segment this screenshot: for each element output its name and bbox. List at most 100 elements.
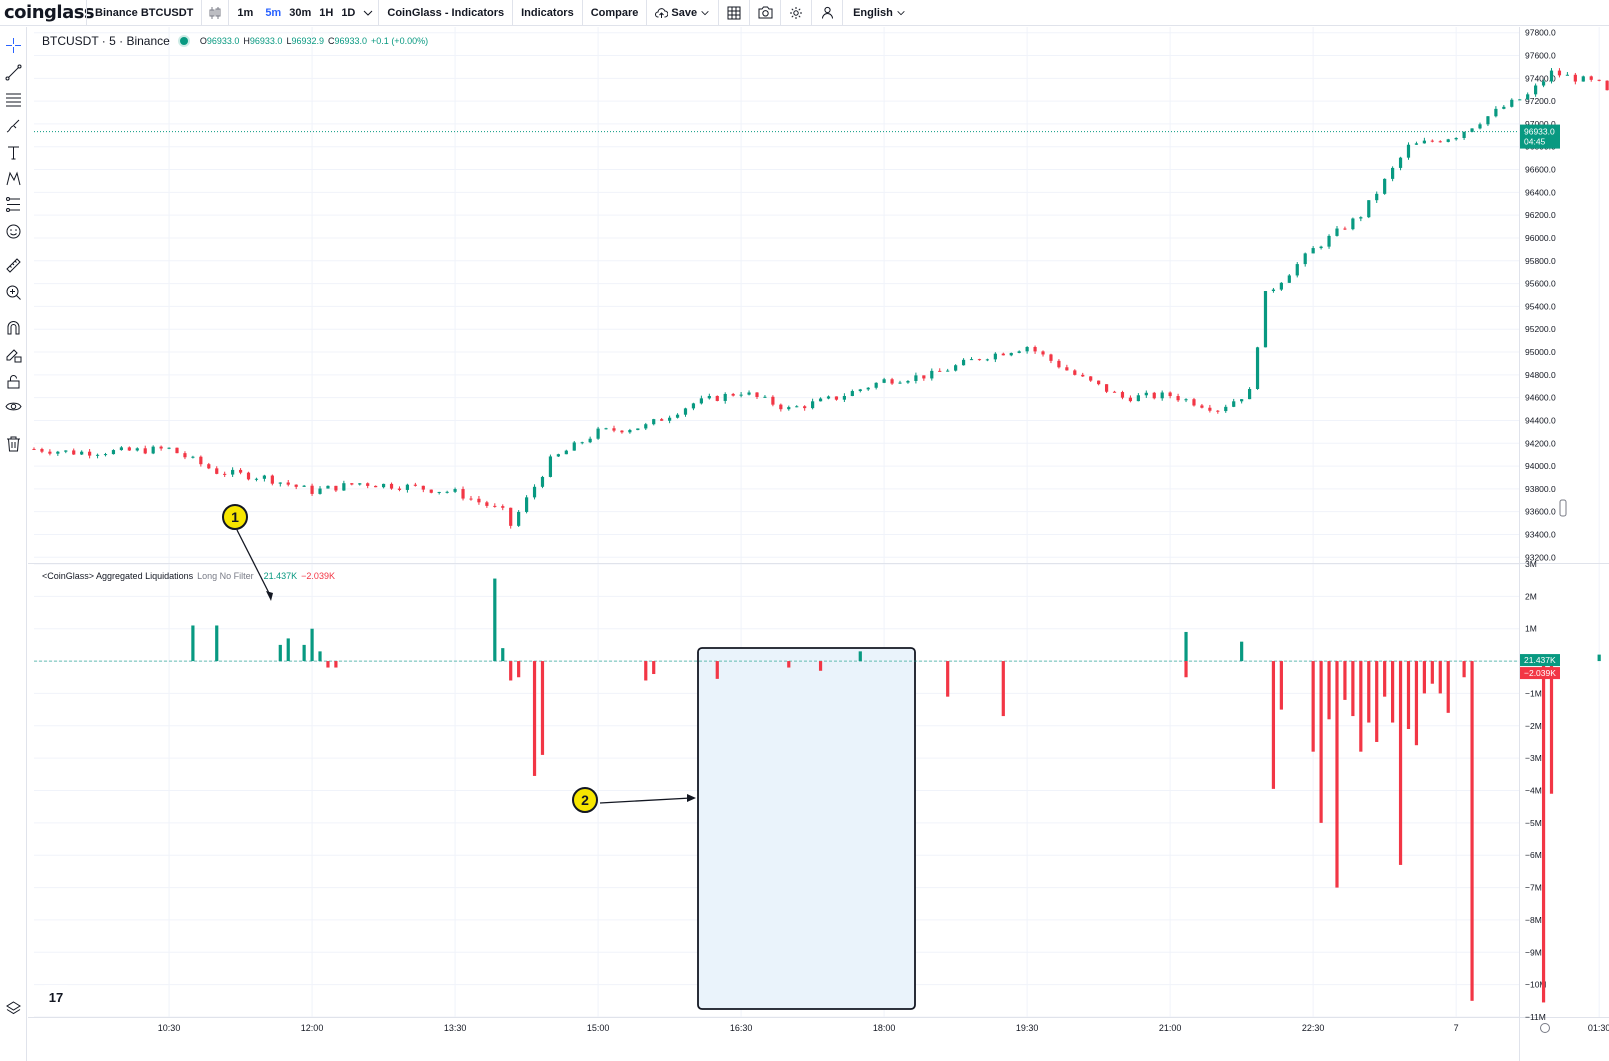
candle-body[interactable] [175, 447, 179, 454]
candle-body[interactable] [850, 391, 854, 397]
short-liq-bar[interactable] [532, 661, 537, 776]
chart-canvas[interactable]: 97800.097600.097400.097200.097000.096800… [28, 27, 1609, 1061]
candle-body[interactable] [1406, 144, 1411, 158]
candle-body[interactable] [1414, 143, 1419, 145]
icons-tool[interactable] [4, 222, 23, 241]
lock-drawings-tool[interactable] [4, 372, 23, 391]
candle-body[interactable] [1518, 99, 1522, 101]
candle-body[interactable] [858, 389, 862, 392]
long-liq-bar[interactable] [286, 638, 290, 662]
short-liq-bar[interactable] [1367, 661, 1371, 723]
candle-body[interactable] [1438, 141, 1442, 143]
candle-body[interactable] [1017, 351, 1021, 353]
candle-body[interactable] [1152, 392, 1156, 399]
short-liq-bar[interactable] [1311, 661, 1315, 752]
highlight-box[interactable] [697, 647, 916, 1010]
short-liq-bar[interactable] [1279, 661, 1283, 710]
candle-body[interactable] [985, 359, 990, 361]
text-tool[interactable] [4, 143, 23, 162]
remove-drawings-tool[interactable] [4, 434, 23, 453]
candle-body[interactable] [1565, 74, 1569, 76]
short-liq-bar[interactable] [1446, 661, 1450, 713]
candle-body[interactable] [1327, 235, 1331, 247]
zoom-tool[interactable] [4, 283, 23, 302]
candle-body[interactable] [103, 454, 108, 456]
candle-body[interactable] [254, 478, 259, 480]
candle-body[interactable] [270, 475, 274, 484]
candle-body[interactable] [1081, 374, 1085, 377]
coinglass-logo[interactable]: coinglass [4, 2, 95, 23]
short-liq-bar[interactable] [1327, 661, 1331, 720]
candle-body[interactable] [1303, 253, 1307, 265]
fib-retracement-tool[interactable] [4, 90, 23, 109]
short-liq-bar[interactable] [1184, 661, 1188, 678]
candle-body[interactable] [1232, 401, 1236, 407]
short-liq-bar[interactable] [818, 661, 823, 671]
candle-body[interactable] [1025, 347, 1029, 352]
candle-body[interactable] [1176, 396, 1180, 401]
candle-body[interactable] [1033, 347, 1037, 352]
candle-body[interactable] [1430, 140, 1434, 142]
candle-body[interactable] [318, 488, 322, 494]
candle-body[interactable] [532, 486, 537, 498]
candle-body[interactable] [207, 464, 211, 469]
candle-body[interactable] [405, 484, 410, 490]
candle-body[interactable] [763, 396, 767, 398]
candle-body[interactable] [811, 401, 815, 409]
candle-body[interactable] [143, 448, 147, 454]
candle-body[interactable] [1391, 167, 1395, 179]
candle-body[interactable] [111, 450, 116, 455]
candle-body[interactable] [326, 485, 330, 489]
candle-body[interactable] [159, 446, 163, 449]
long-liq-bar[interactable] [1240, 641, 1244, 662]
candle-body[interactable] [914, 375, 918, 381]
axis-settings-icon[interactable] [1540, 1023, 1550, 1033]
candle-body[interactable] [1240, 399, 1244, 402]
candle-body[interactable] [358, 483, 362, 485]
short-liq-bar[interactable] [1438, 661, 1442, 694]
candle-body[interactable] [191, 456, 195, 458]
candle-body[interactable] [183, 453, 187, 458]
interval-1d[interactable]: 1D [337, 0, 378, 26]
candle-body[interactable] [731, 393, 735, 396]
settings-button[interactable] [781, 0, 811, 26]
candle-body[interactable] [564, 450, 568, 455]
interval-5m[interactable]: 5m [265, 6, 282, 19]
candle-body[interactable] [1073, 370, 1077, 375]
candle-body[interactable] [1200, 405, 1204, 408]
candle-body[interactable] [40, 449, 44, 452]
candle-body[interactable] [429, 489, 433, 493]
long-liq-bar[interactable] [501, 648, 505, 662]
candle-body[interactable] [350, 483, 354, 485]
candle-body[interactable] [223, 473, 227, 475]
indicators-button[interactable]: Indicators [521, 6, 574, 19]
candle-body[interactable] [675, 414, 680, 418]
long-liq-bar[interactable] [278, 644, 282, 662]
candle-body[interactable] [699, 398, 703, 404]
candle-body[interactable] [683, 408, 688, 415]
short-liq-bar[interactable] [509, 661, 513, 681]
candle-body[interactable] [1597, 79, 1601, 81]
long-liq-bar[interactable] [858, 651, 862, 662]
candle-body[interactable] [755, 392, 759, 397]
interval-30m[interactable]: 30m [289, 6, 312, 19]
trend-line-tool[interactable] [4, 63, 23, 82]
candle-body[interactable] [795, 406, 799, 408]
candle-body[interactable] [477, 498, 481, 503]
candle-body[interactable] [389, 483, 394, 489]
candle-body[interactable] [1581, 76, 1585, 82]
candle-body[interactable] [1510, 99, 1514, 107]
candle-body[interactable] [215, 468, 219, 474]
interval-1m[interactable]: 1m [237, 6, 254, 19]
candle-body[interactable] [644, 424, 648, 429]
account-button[interactable] [812, 0, 842, 26]
short-liq-bar[interactable] [1462, 661, 1466, 678]
candle-body[interactable] [1462, 131, 1466, 138]
brush-tool[interactable] [4, 116, 23, 135]
candle-body[interactable] [445, 491, 449, 493]
coinglass-indicators-button[interactable]: CoinGlass - Indicators [387, 6, 505, 19]
candle-body[interactable] [803, 406, 807, 409]
candle-body[interactable] [818, 398, 823, 402]
candle-body[interactable] [977, 359, 982, 361]
candle-body[interactable] [294, 484, 298, 487]
